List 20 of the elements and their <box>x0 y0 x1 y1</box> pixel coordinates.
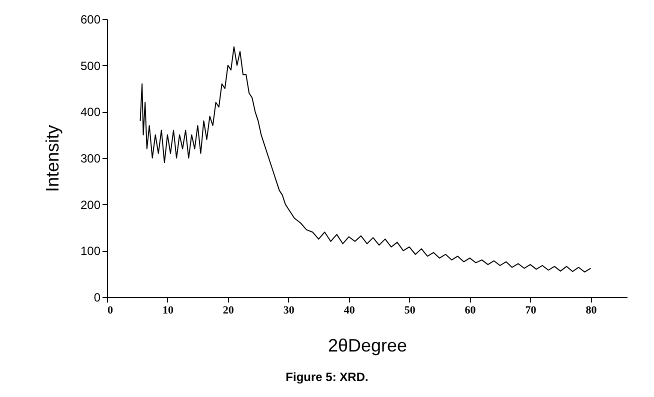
line-series <box>140 46 592 272</box>
y-tick-label: 600 <box>80 12 101 26</box>
x-tick-label: 70 <box>525 304 537 316</box>
x-tick-label: 80 <box>586 304 598 316</box>
x-tick-label: 20 <box>222 304 234 316</box>
x-tick-label: 50 <box>404 304 416 316</box>
x-tick-label: 10 <box>162 304 174 316</box>
x-tick-label: 0 <box>108 304 114 316</box>
y-tick-label: 200 <box>80 198 101 212</box>
x-tick-label: 30 <box>283 304 295 316</box>
x-axis-title: 2θDegree <box>328 336 408 356</box>
x-tick-label: 60 <box>464 304 476 316</box>
y-tick-label: 0 <box>94 290 101 304</box>
y-tick-label: 100 <box>80 244 101 258</box>
y-tick-label: 300 <box>80 152 101 166</box>
y-tick-label: 400 <box>80 105 101 120</box>
y-tick-label: 500 <box>80 58 101 73</box>
caption: Figure 5: XRD. <box>284 370 370 384</box>
x-tick-label: 40 <box>344 304 356 316</box>
y-axis-title: Intensity <box>42 124 62 192</box>
